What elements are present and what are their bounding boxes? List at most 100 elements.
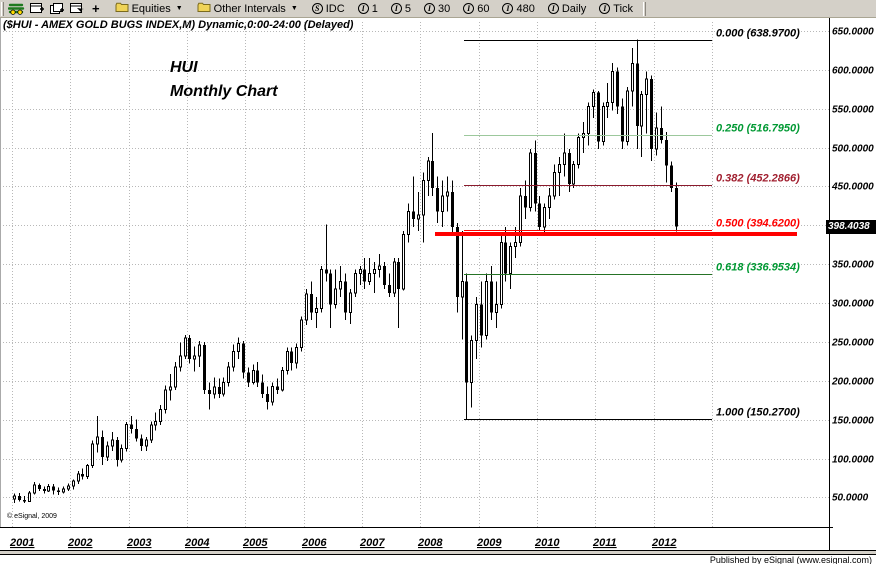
candle-body-up bbox=[592, 91, 595, 107]
candle-body-up bbox=[606, 102, 609, 107]
candle-body-down bbox=[344, 281, 347, 313]
x-year-label: 2012 bbox=[651, 537, 676, 549]
new-window-button[interactable] bbox=[27, 1, 47, 17]
interval-daily-button[interactable]: I Daily bbox=[544, 1, 590, 17]
candle-body-down bbox=[256, 370, 259, 383]
candle-body-up bbox=[47, 486, 50, 492]
candle-body-down bbox=[665, 139, 668, 166]
candle-body-up bbox=[77, 473, 80, 482]
candle-body-up bbox=[86, 465, 89, 477]
chevron-down-icon: ▼ bbox=[175, 5, 183, 12]
candle-body-up bbox=[572, 164, 575, 185]
toolbar-grip[interactable] bbox=[1, 1, 4, 16]
horizontal-trendline[interactable] bbox=[435, 232, 797, 236]
candle-body-up bbox=[645, 78, 648, 96]
annotation-interval: Monthly Chart bbox=[170, 83, 278, 100]
candle-body-up bbox=[320, 269, 323, 310]
candle-body-down bbox=[310, 293, 313, 313]
plus-icon: + bbox=[92, 1, 100, 16]
candle-body-up bbox=[373, 269, 376, 275]
candle-body-down bbox=[621, 106, 624, 142]
window-properties-button[interactable] bbox=[67, 1, 87, 17]
chart-window: 0.000 (638.9700) 0.250 (516.7950) 0.382 (4… bbox=[0, 18, 876, 550]
toolbar-grip[interactable] bbox=[643, 1, 647, 16]
candle-body-up bbox=[558, 164, 561, 173]
fib-label-0.250: 0.250 (516.7950) bbox=[716, 123, 800, 135]
candle-body-up bbox=[378, 265, 381, 271]
candle-body-up bbox=[111, 439, 114, 447]
candle-body-up bbox=[154, 420, 157, 426]
candle-body-down bbox=[616, 71, 619, 107]
candle-body-down bbox=[568, 153, 571, 185]
status-bar: Published by eSignal (www.esignal.com) bbox=[0, 550, 876, 564]
candle-body-up bbox=[305, 293, 308, 321]
candle-body-down bbox=[23, 499, 26, 502]
annotation-symbol: HUI bbox=[170, 59, 198, 76]
x-year-label: 2008 bbox=[417, 537, 443, 549]
candle-body-down bbox=[480, 304, 483, 336]
candle-body-down bbox=[490, 281, 493, 313]
fib-label-0.000: 0.000 (638.9700) bbox=[716, 28, 800, 40]
candle-body-up bbox=[33, 484, 36, 494]
fib-label-1.000: 1.000 (150.2700) bbox=[716, 407, 800, 419]
y-tick-label: 100.0000 bbox=[832, 455, 874, 466]
y-tick-label: 650.0000 bbox=[832, 27, 874, 38]
candle-body-down bbox=[218, 387, 221, 395]
candle-body-down bbox=[670, 165, 673, 189]
candle-body-up bbox=[514, 241, 517, 247]
y-tick-label: 600.0000 bbox=[832, 66, 874, 77]
candle-body-down bbox=[261, 382, 264, 395]
duplicate-window-button[interactable] bbox=[47, 1, 67, 17]
fibonacci-retracement[interactable]: 0.000 (638.9700) 0.250 (516.7950) 0.382 (4… bbox=[464, 28, 800, 420]
x-year-label: 2003 bbox=[126, 537, 151, 549]
candle-body-down bbox=[135, 429, 138, 439]
candle-body-up bbox=[417, 214, 420, 220]
y-tick-label: 150.0000 bbox=[832, 416, 874, 427]
candle-body-up bbox=[281, 370, 284, 391]
add-button[interactable]: + bbox=[87, 1, 105, 17]
candle-body-down bbox=[534, 153, 537, 204]
interval-5-button[interactable]: I 5 bbox=[387, 1, 415, 17]
interval-480-button[interactable]: I 480 bbox=[498, 1, 538, 17]
candle-body-down bbox=[57, 490, 60, 492]
candle-body-down bbox=[290, 351, 293, 363]
esignal-logo-icon bbox=[8, 3, 25, 15]
duplicate-window-icon bbox=[49, 2, 65, 15]
interval-1-button[interactable]: I 1 bbox=[354, 1, 382, 17]
candle-body-down bbox=[101, 436, 104, 458]
candle-body-down bbox=[636, 63, 639, 126]
source-idc-button[interactable]: S IDC bbox=[308, 1, 349, 17]
candle-body-down bbox=[325, 269, 328, 274]
folder-icon bbox=[115, 2, 129, 16]
candle-body-up bbox=[150, 424, 153, 441]
chevron-down-icon: ▼ bbox=[290, 5, 298, 12]
other-intervals-folder-button[interactable]: Other Intervals ▼ bbox=[193, 1, 302, 17]
candle-body-up bbox=[368, 273, 371, 282]
circled-i-icon: I bbox=[390, 3, 402, 14]
publisher-note: Published by eSignal (www.esignal.com) bbox=[0, 554, 876, 564]
candle-body-down bbox=[660, 128, 663, 140]
interval-60-button[interactable]: I 60 bbox=[459, 1, 493, 17]
y-tick-label: 450.0000 bbox=[831, 182, 874, 193]
chart-plot-area[interactable]: 0.000 (638.9700) 0.250 (516.7950) 0.382 (4… bbox=[0, 18, 876, 550]
esignal-logo-button[interactable] bbox=[6, 1, 27, 17]
equities-folder-button[interactable]: Equities ▼ bbox=[111, 1, 187, 17]
candle-body-down bbox=[242, 343, 245, 373]
circled-i-icon: I bbox=[502, 3, 514, 14]
candle-body-up bbox=[529, 152, 532, 208]
candle-body-up bbox=[237, 343, 240, 352]
y-tick-label: 500.0000 bbox=[832, 144, 874, 155]
plot-frame bbox=[0, 18, 833, 550]
candle-body-up bbox=[179, 355, 182, 368]
candle-body-up bbox=[427, 160, 430, 181]
candle-body-up bbox=[193, 355, 196, 360]
candle-body-up bbox=[174, 366, 177, 388]
interval-tick-button[interactable]: I Tick bbox=[595, 1, 637, 17]
y-tick-label: 250.0000 bbox=[831, 338, 874, 349]
candle-body-up bbox=[315, 308, 318, 313]
interval-30-button[interactable]: I 30 bbox=[420, 1, 454, 17]
other-intervals-label: Other Intervals bbox=[213, 2, 286, 15]
candle-body-up bbox=[563, 152, 566, 166]
candle-body-up bbox=[655, 127, 658, 150]
